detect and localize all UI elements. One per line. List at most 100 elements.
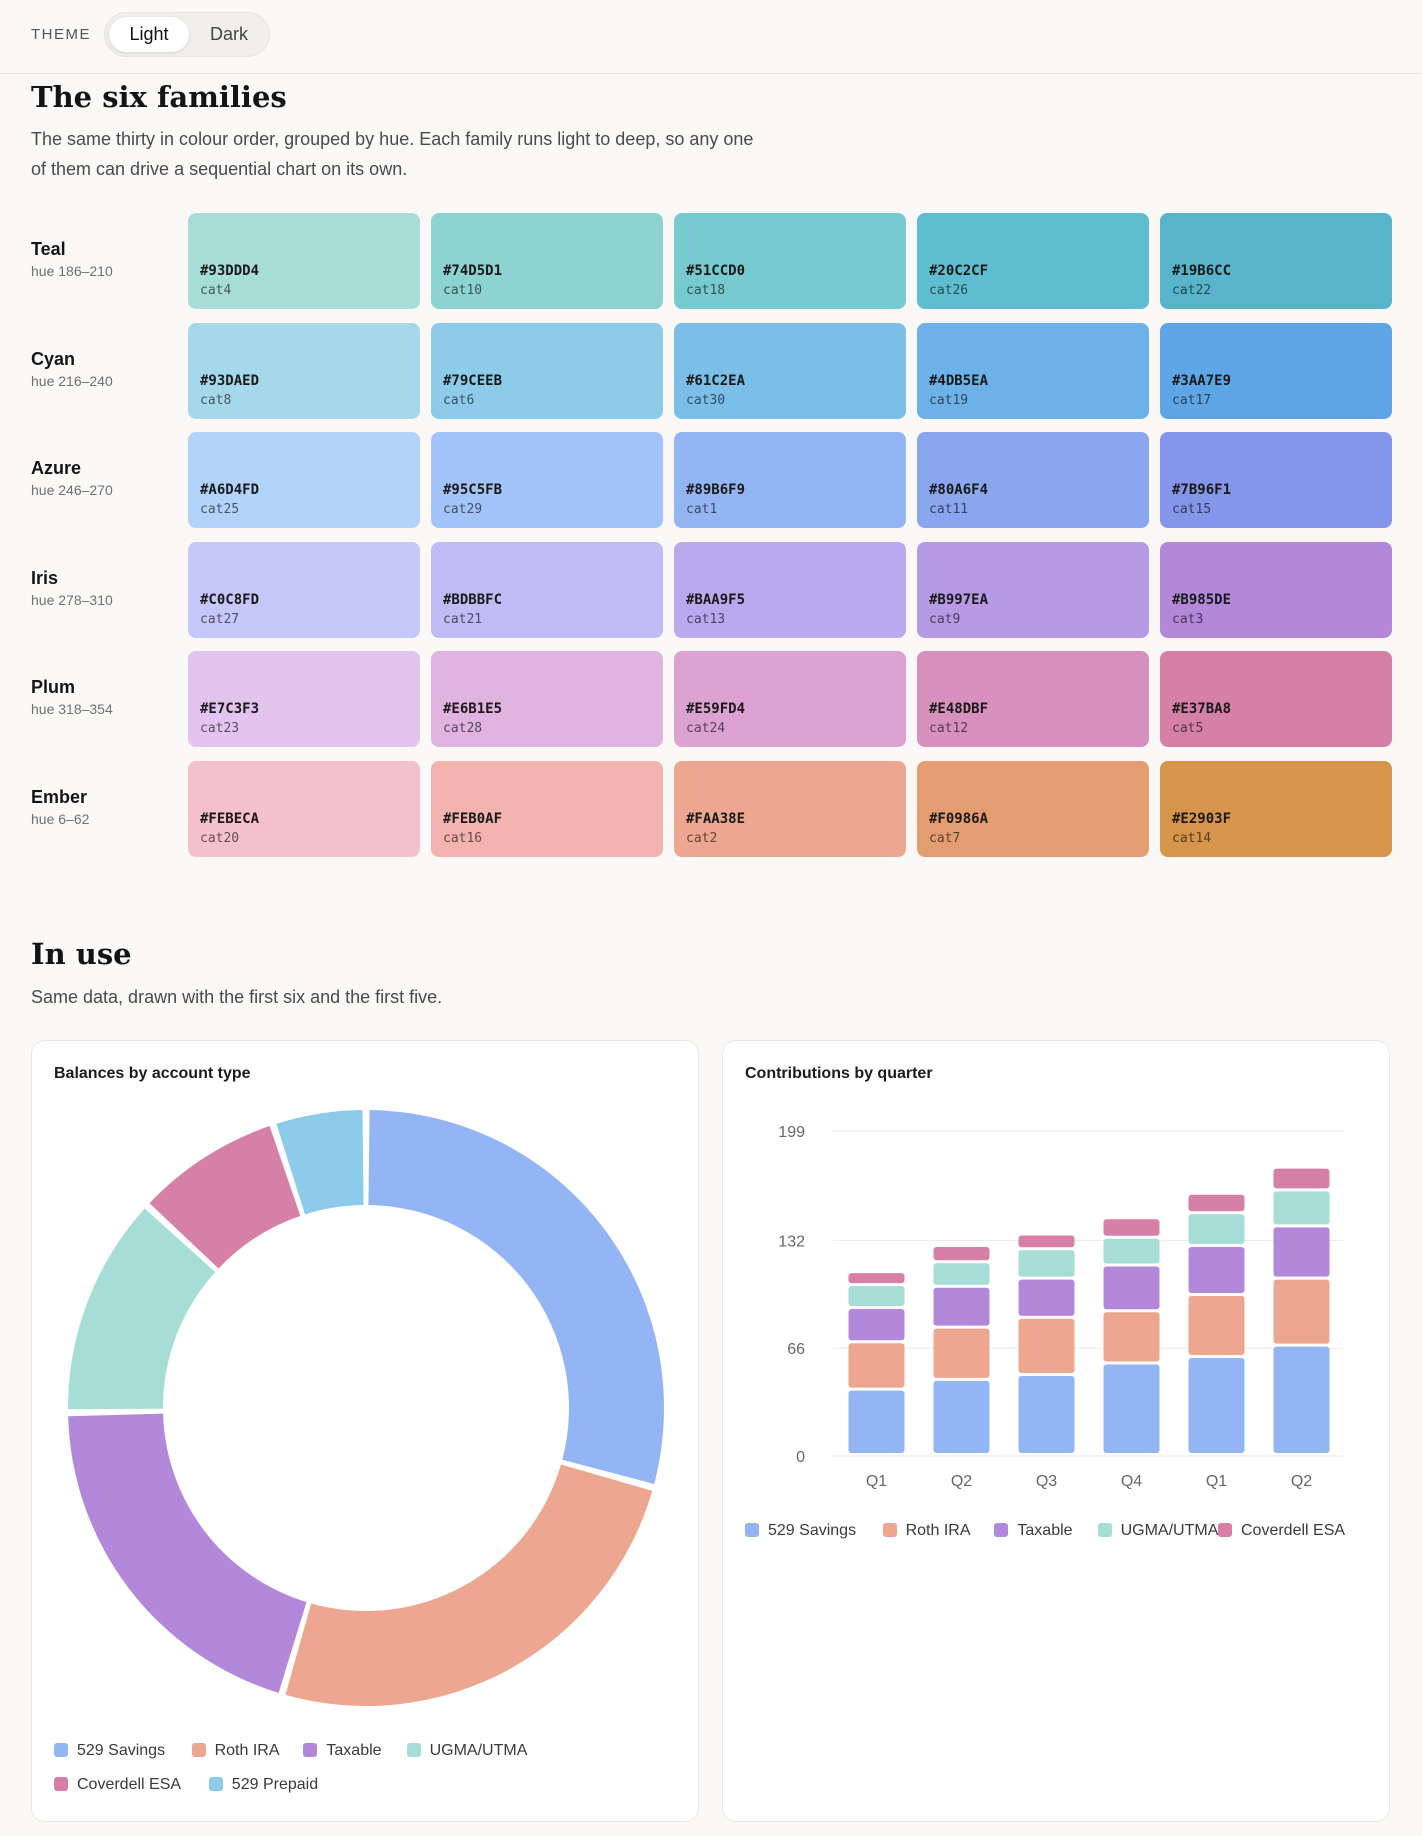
bar-segment-roth-ira[interactable] [1103, 1312, 1160, 1362]
bar-segment-taxable[interactable] [1273, 1227, 1330, 1277]
color-swatch[interactable]: #61C2EA cat30 [674, 322, 906, 419]
bar-segment-529-savings[interactable] [933, 1380, 990, 1453]
swatch-token: cat18 [686, 283, 726, 298]
x-tick-label: Q1 [1206, 1473, 1227, 1490]
legend-item[interactable]: Coverdell ESA [1218, 1521, 1345, 1541]
bar-segment-529-savings[interactable] [1103, 1364, 1160, 1453]
color-swatch[interactable]: #FAA38E cat2 [674, 761, 906, 857]
legend-item[interactable]: Roth IRA [191, 1741, 280, 1761]
family-row-cyan: Cyan hue 216–240 #93DAED cat8 #79CEEB cat6 #61… [0, 322, 1422, 419]
donut-slice-taxable[interactable] [68, 1413, 307, 1693]
color-swatch[interactable]: #93DAED cat8 [188, 322, 420, 419]
bar-segment-roth-ira[interactable] [1188, 1295, 1245, 1356]
legend-item[interactable]: 529 Savings [54, 1741, 165, 1761]
bar-segment-roth-ira[interactable] [848, 1343, 905, 1388]
color-swatch[interactable]: #B997EA cat9 [917, 541, 1149, 638]
family-name: Iris [31, 567, 59, 588]
bar-segment-roth-ira[interactable] [1273, 1279, 1330, 1344]
bar-segment-roth-ira[interactable] [1018, 1318, 1075, 1373]
family-hue-range: hue 216–240 [31, 372, 113, 389]
bar-segment-ugma-utma[interactable] [1103, 1238, 1160, 1264]
bar-segment-taxable[interactable] [1103, 1266, 1160, 1310]
legend-item[interactable]: Taxable [994, 1521, 1073, 1541]
color-swatch[interactable]: #7B96F1 cat15 [1160, 432, 1392, 529]
color-swatch[interactable]: #E37BA8 cat5 [1160, 651, 1392, 748]
theme-dark-button[interactable]: Dark [209, 24, 248, 44]
color-swatch[interactable]: #A6D4FD cat25 [188, 432, 420, 529]
color-swatch[interactable]: #E48DBF cat12 [917, 651, 1149, 748]
legend-swatch [1097, 1523, 1112, 1537]
color-swatch[interactable]: #E2903F cat14 [1160, 761, 1392, 857]
color-swatch[interactable]: #20C2CF cat26 [917, 213, 1149, 309]
legend-item[interactable]: 529 Savings [745, 1521, 856, 1541]
donut-slice-ugma-utma[interactable] [68, 1208, 216, 1410]
bar-segment-taxable[interactable] [848, 1309, 905, 1341]
color-swatch[interactable]: #E59FD4 cat24 [674, 651, 906, 748]
bar-segment-taxable[interactable] [1018, 1279, 1075, 1316]
donut-slice-roth-ira[interactable] [285, 1464, 653, 1706]
theme-light-button[interactable]: Light [109, 17, 189, 52]
legend-item[interactable]: Taxable [303, 1741, 382, 1761]
color-swatch[interactable]: #BAA9F5 cat13 [674, 541, 906, 638]
color-swatch[interactable]: #4DB5EA cat19 [917, 322, 1149, 419]
color-swatch[interactable]: #19B6CC cat22 [1160, 213, 1392, 309]
legend-item[interactable]: Coverdell ESA [54, 1775, 181, 1795]
bar-segment-ugma-utma[interactable] [848, 1286, 905, 1307]
swatch-token: cat20 [200, 831, 240, 846]
bar-segment-coverdell-esa[interactable] [1273, 1168, 1330, 1189]
legend-item[interactable]: UGMA/UTMA [1097, 1521, 1218, 1541]
legend-item[interactable]: 529 Prepaid [208, 1775, 318, 1795]
legend-item[interactable]: UGMA/UTMA [406, 1741, 527, 1761]
color-swatch[interactable]: #C0C8FD cat27 [188, 541, 420, 638]
family-name: Teal [31, 239, 66, 259]
bar-segment-ugma-utma[interactable] [1018, 1250, 1075, 1277]
color-swatch[interactable]: #F0986A cat7 [917, 761, 1149, 857]
color-swatch[interactable]: #79CEEB cat6 [431, 322, 663, 419]
family-row-ember: Ember hue 6–62 #FEBECA cat20 #FEB0AF cat16 #FA… [0, 761, 1422, 857]
swatch-token: cat29 [443, 502, 483, 518]
bar-segment-ugma-utma[interactable] [1273, 1191, 1330, 1225]
color-swatch[interactable]: #80A6F4 cat11 [917, 432, 1149, 529]
color-swatch[interactable]: #51CCD0 cat18 [674, 213, 906, 309]
donut-slice-coverdell-esa[interactable] [149, 1126, 301, 1269]
bar-segment-coverdell-esa[interactable] [1018, 1235, 1075, 1248]
swatch-token: cat2 [686, 831, 718, 846]
swatch-hex: #61C2EA [686, 372, 746, 389]
swatch-token: cat26 [929, 283, 969, 298]
legend-item[interactable]: Roth IRA [882, 1521, 971, 1541]
top-bar: THEME Light Dark [0, 0, 1422, 74]
color-swatch[interactable]: #E6B1E5 cat28 [431, 651, 663, 748]
color-swatch[interactable]: #FEBECA cat20 [188, 761, 420, 857]
bar-segment-529-savings[interactable] [1273, 1346, 1330, 1453]
y-tick-label: 0 [796, 1449, 805, 1466]
color-swatch[interactable]: #B985DE cat3 [1160, 541, 1392, 638]
swatch-token: cat25 [200, 502, 240, 518]
bar-segment-529-savings[interactable] [848, 1390, 905, 1453]
color-swatch[interactable]: #95C5FB cat29 [431, 432, 663, 529]
color-swatch[interactable]: #93DDD4 cat4 [188, 213, 420, 309]
bar-segment-coverdell-esa[interactable] [848, 1273, 905, 1284]
bar-segment-coverdell-esa[interactable] [1188, 1194, 1245, 1212]
bar-segment-529-savings[interactable] [1018, 1375, 1075, 1453]
swatch-hex: #93DDD4 [200, 263, 260, 279]
bar-segment-529-savings[interactable] [1188, 1358, 1245, 1453]
donut-slice-529-prepaid[interactable] [276, 1110, 364, 1215]
bar-segment-coverdell-esa[interactable] [1103, 1219, 1160, 1236]
color-swatch[interactable]: #74D5D1 cat10 [431, 213, 663, 309]
color-swatch[interactable]: #E7C3F3 cat23 [188, 651, 420, 748]
legend-label: Taxable [1017, 1522, 1073, 1539]
color-swatch[interactable]: #89B6F9 cat1 [674, 432, 906, 529]
donut-slice-529-savings[interactable] [368, 1110, 664, 1484]
bar-segment-taxable[interactable] [933, 1287, 990, 1326]
color-swatch[interactable]: #3AA7E9 cat17 [1160, 322, 1392, 419]
contributions-chart-title: Contributions by quarter [745, 1065, 933, 1082]
bar-segment-roth-ira[interactable] [933, 1328, 990, 1378]
swatch-hex: #BDBBFC [443, 591, 503, 608]
bar-segment-ugma-utma[interactable] [933, 1263, 990, 1285]
bar-segment-coverdell-esa[interactable] [933, 1246, 990, 1261]
bar-segment-taxable[interactable] [1188, 1246, 1245, 1293]
color-swatch[interactable]: #BDBBFC cat21 [431, 541, 663, 638]
family-row-iris: Iris hue 278–310 #C0C8FD cat27 #BDBBFC cat21 #… [0, 541, 1422, 638]
bar-segment-ugma-utma[interactable] [1188, 1214, 1245, 1244]
color-swatch[interactable]: #FEB0AF cat16 [431, 761, 663, 857]
